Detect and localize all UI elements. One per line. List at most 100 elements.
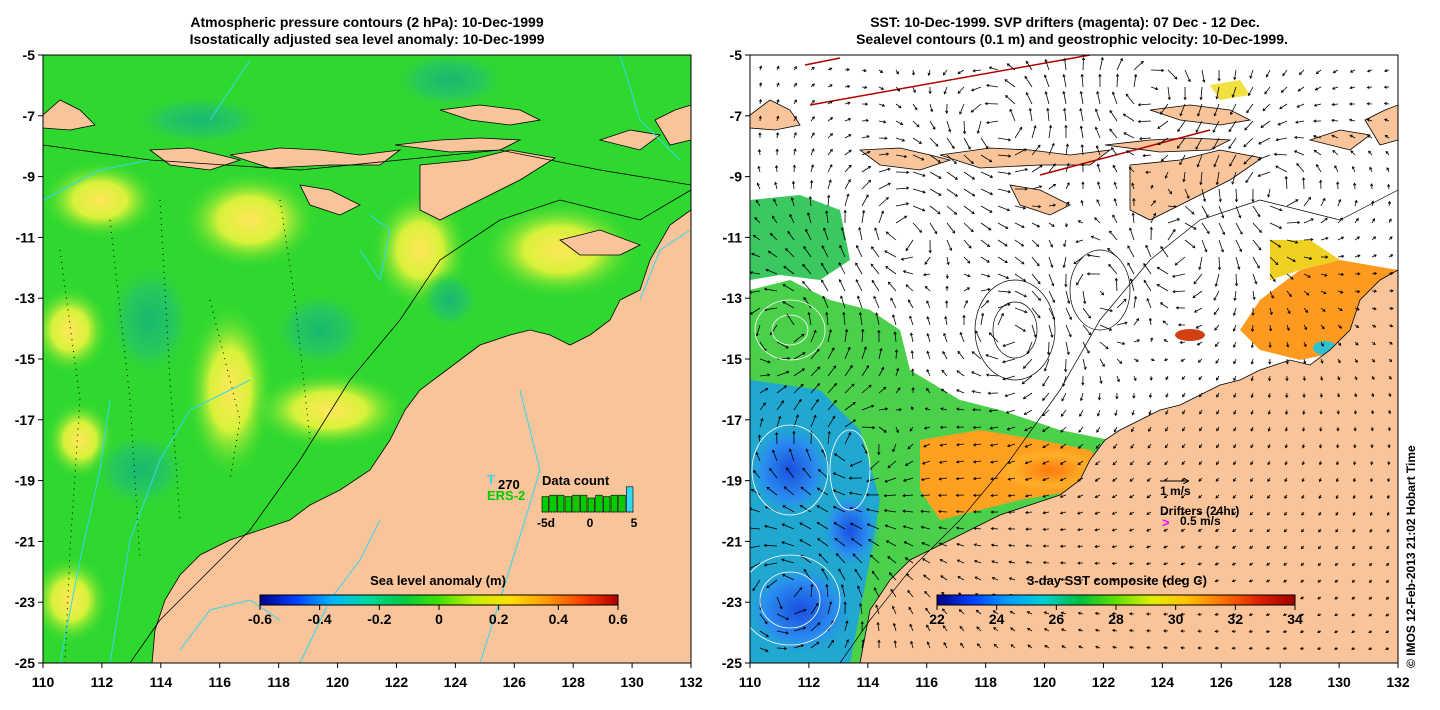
right-x-tick-label: 122: [1092, 674, 1116, 690]
velocity-arrow-head: [1021, 225, 1025, 229]
velocity-arrow: [908, 299, 914, 309]
velocity-arrow-head: [866, 523, 870, 527]
velocity-arrow-head: [1297, 88, 1301, 92]
velocity-arrow-head: [1096, 90, 1100, 95]
velocity-arrow: [827, 117, 833, 122]
velocity-arrow: [921, 494, 931, 497]
velocity-arrow: [1296, 163, 1305, 173]
velocity-arrow: [1269, 324, 1272, 331]
velocity-arrow: [1010, 644, 1016, 649]
velocity-arrow-head: [828, 179, 832, 183]
velocity-arrow-head: [1268, 361, 1272, 365]
velocity-arrow-head: [1149, 226, 1153, 230]
velocity-arrow-head: [1037, 315, 1041, 319]
velocity-arrow: [836, 553, 846, 564]
velocity-arrow: [993, 610, 999, 615]
velocity-arrow-head: [1100, 56, 1104, 61]
velocity-arrow: [878, 386, 886, 394]
right-y-tick-label: -7: [730, 108, 743, 124]
velocity-arrow: [776, 630, 789, 634]
velocity-arrow-head: [905, 284, 909, 288]
velocity-arrow-head: [887, 182, 891, 186]
velocity-arrow: [1303, 341, 1307, 347]
velocity-arrow: [834, 453, 846, 462]
velocity-arrow: [833, 522, 846, 530]
velocity-arrow-head: [866, 479, 870, 483]
velocity-arrow-head: [1319, 377, 1324, 381]
velocity-arrow-head: [765, 387, 769, 391]
velocity-arrow-head: [1004, 243, 1008, 247]
velocity-arrow-head: [1163, 629, 1167, 633]
velocity-arrow: [844, 365, 853, 377]
velocity-arrow-head: [785, 345, 789, 349]
velocity-arrow-head: [1109, 128, 1113, 132]
velocity-arrow-head: [846, 68, 850, 72]
velocity-arrow-head: [1135, 358, 1139, 362]
velocity-arrow: [1109, 110, 1118, 122]
right-sst-field: [750, 80, 1398, 663]
velocity-arrow-head: [1051, 283, 1055, 287]
velocity-arrow: [1133, 61, 1144, 71]
velocity-arrow-head: [765, 268, 769, 272]
velocity-arrow: [1286, 341, 1289, 348]
velocity-arrow: [1167, 188, 1172, 194]
velocity-arrow: [989, 409, 999, 412]
velocity-arrow-head: [1284, 175, 1288, 179]
velocity-arrow-head: [877, 452, 881, 456]
velocity-arrow-head: [1390, 289, 1394, 293]
velocity-arrow-head: [1373, 324, 1377, 328]
velocity-arrow-head: [1232, 528, 1236, 532]
velocity-arrow-head: [821, 449, 825, 453]
velocity-arrow-head: [1039, 185, 1043, 189]
velocity-arrow-head: [988, 332, 992, 336]
velocity-arrow-head: [1094, 495, 1098, 499]
velocity-arrow-head: [846, 639, 850, 643]
velocity-arrow: [946, 137, 955, 149]
velocity-arrow: [973, 477, 982, 480]
velocity-arrow: [1077, 528, 1084, 531]
velocity-arrow-head: [1180, 612, 1184, 616]
velocity-arrow-head: [1111, 147, 1114, 151]
velocity-arrow-head: [1298, 71, 1303, 76]
right-colorbar-tick-label: 26: [1049, 611, 1065, 627]
velocity-arrow-head: [1372, 359, 1376, 363]
velocity-arrow-head: [1335, 546, 1339, 550]
velocity-arrow-head: [1370, 183, 1374, 187]
velocity-arrow-head: [972, 408, 976, 412]
velocity-arrow: [771, 215, 778, 224]
velocity-arrow: [1108, 264, 1118, 275]
velocity-arrow-head: [1059, 511, 1063, 515]
velocity-arrow: [786, 467, 795, 479]
velocity-arrow-head: [904, 462, 909, 466]
velocity-arrow: [782, 523, 795, 530]
velocity-arrow: [1116, 341, 1125, 345]
velocity-arrow-head: [881, 366, 885, 370]
velocity-arrow: [772, 450, 778, 462]
velocity-arrow-head: [764, 621, 768, 625]
velocity-arrow-head: [1129, 278, 1133, 282]
velocity-arrow-head: [1332, 149, 1336, 154]
velocity-arrow: [1076, 273, 1084, 286]
velocity-arrow-head: [1109, 109, 1113, 114]
velocity-arrow-head: [1216, 394, 1220, 398]
velocity-arrow-head: [887, 281, 891, 285]
velocity-arrow-head: [1025, 560, 1029, 565]
velocity-arrow-head: [1234, 199, 1239, 203]
velocity-arrow: [1005, 392, 1016, 397]
velocity-arrow-head: [1267, 394, 1272, 399]
velocity-arrow-head: [957, 90, 961, 94]
velocity-arrow-head: [1022, 206, 1027, 210]
velocity-arrow: [997, 205, 1010, 211]
velocity-arrow: [1047, 108, 1050, 122]
velocity-arrow: [1116, 322, 1128, 326]
velocity-arrow: [963, 171, 975, 180]
velocity-arrow-head: [1002, 343, 1006, 347]
velocity-arrow-head: [990, 493, 994, 498]
velocity-arrow-head: [1009, 610, 1013, 614]
velocity-arrow-head: [1042, 478, 1046, 482]
data-count-bar: [626, 486, 634, 513]
velocity-arrow: [971, 371, 982, 377]
velocity-arrow: [1252, 205, 1261, 217]
velocity-arrow-head: [985, 300, 990, 304]
velocity-arrow-head: [1086, 350, 1090, 354]
